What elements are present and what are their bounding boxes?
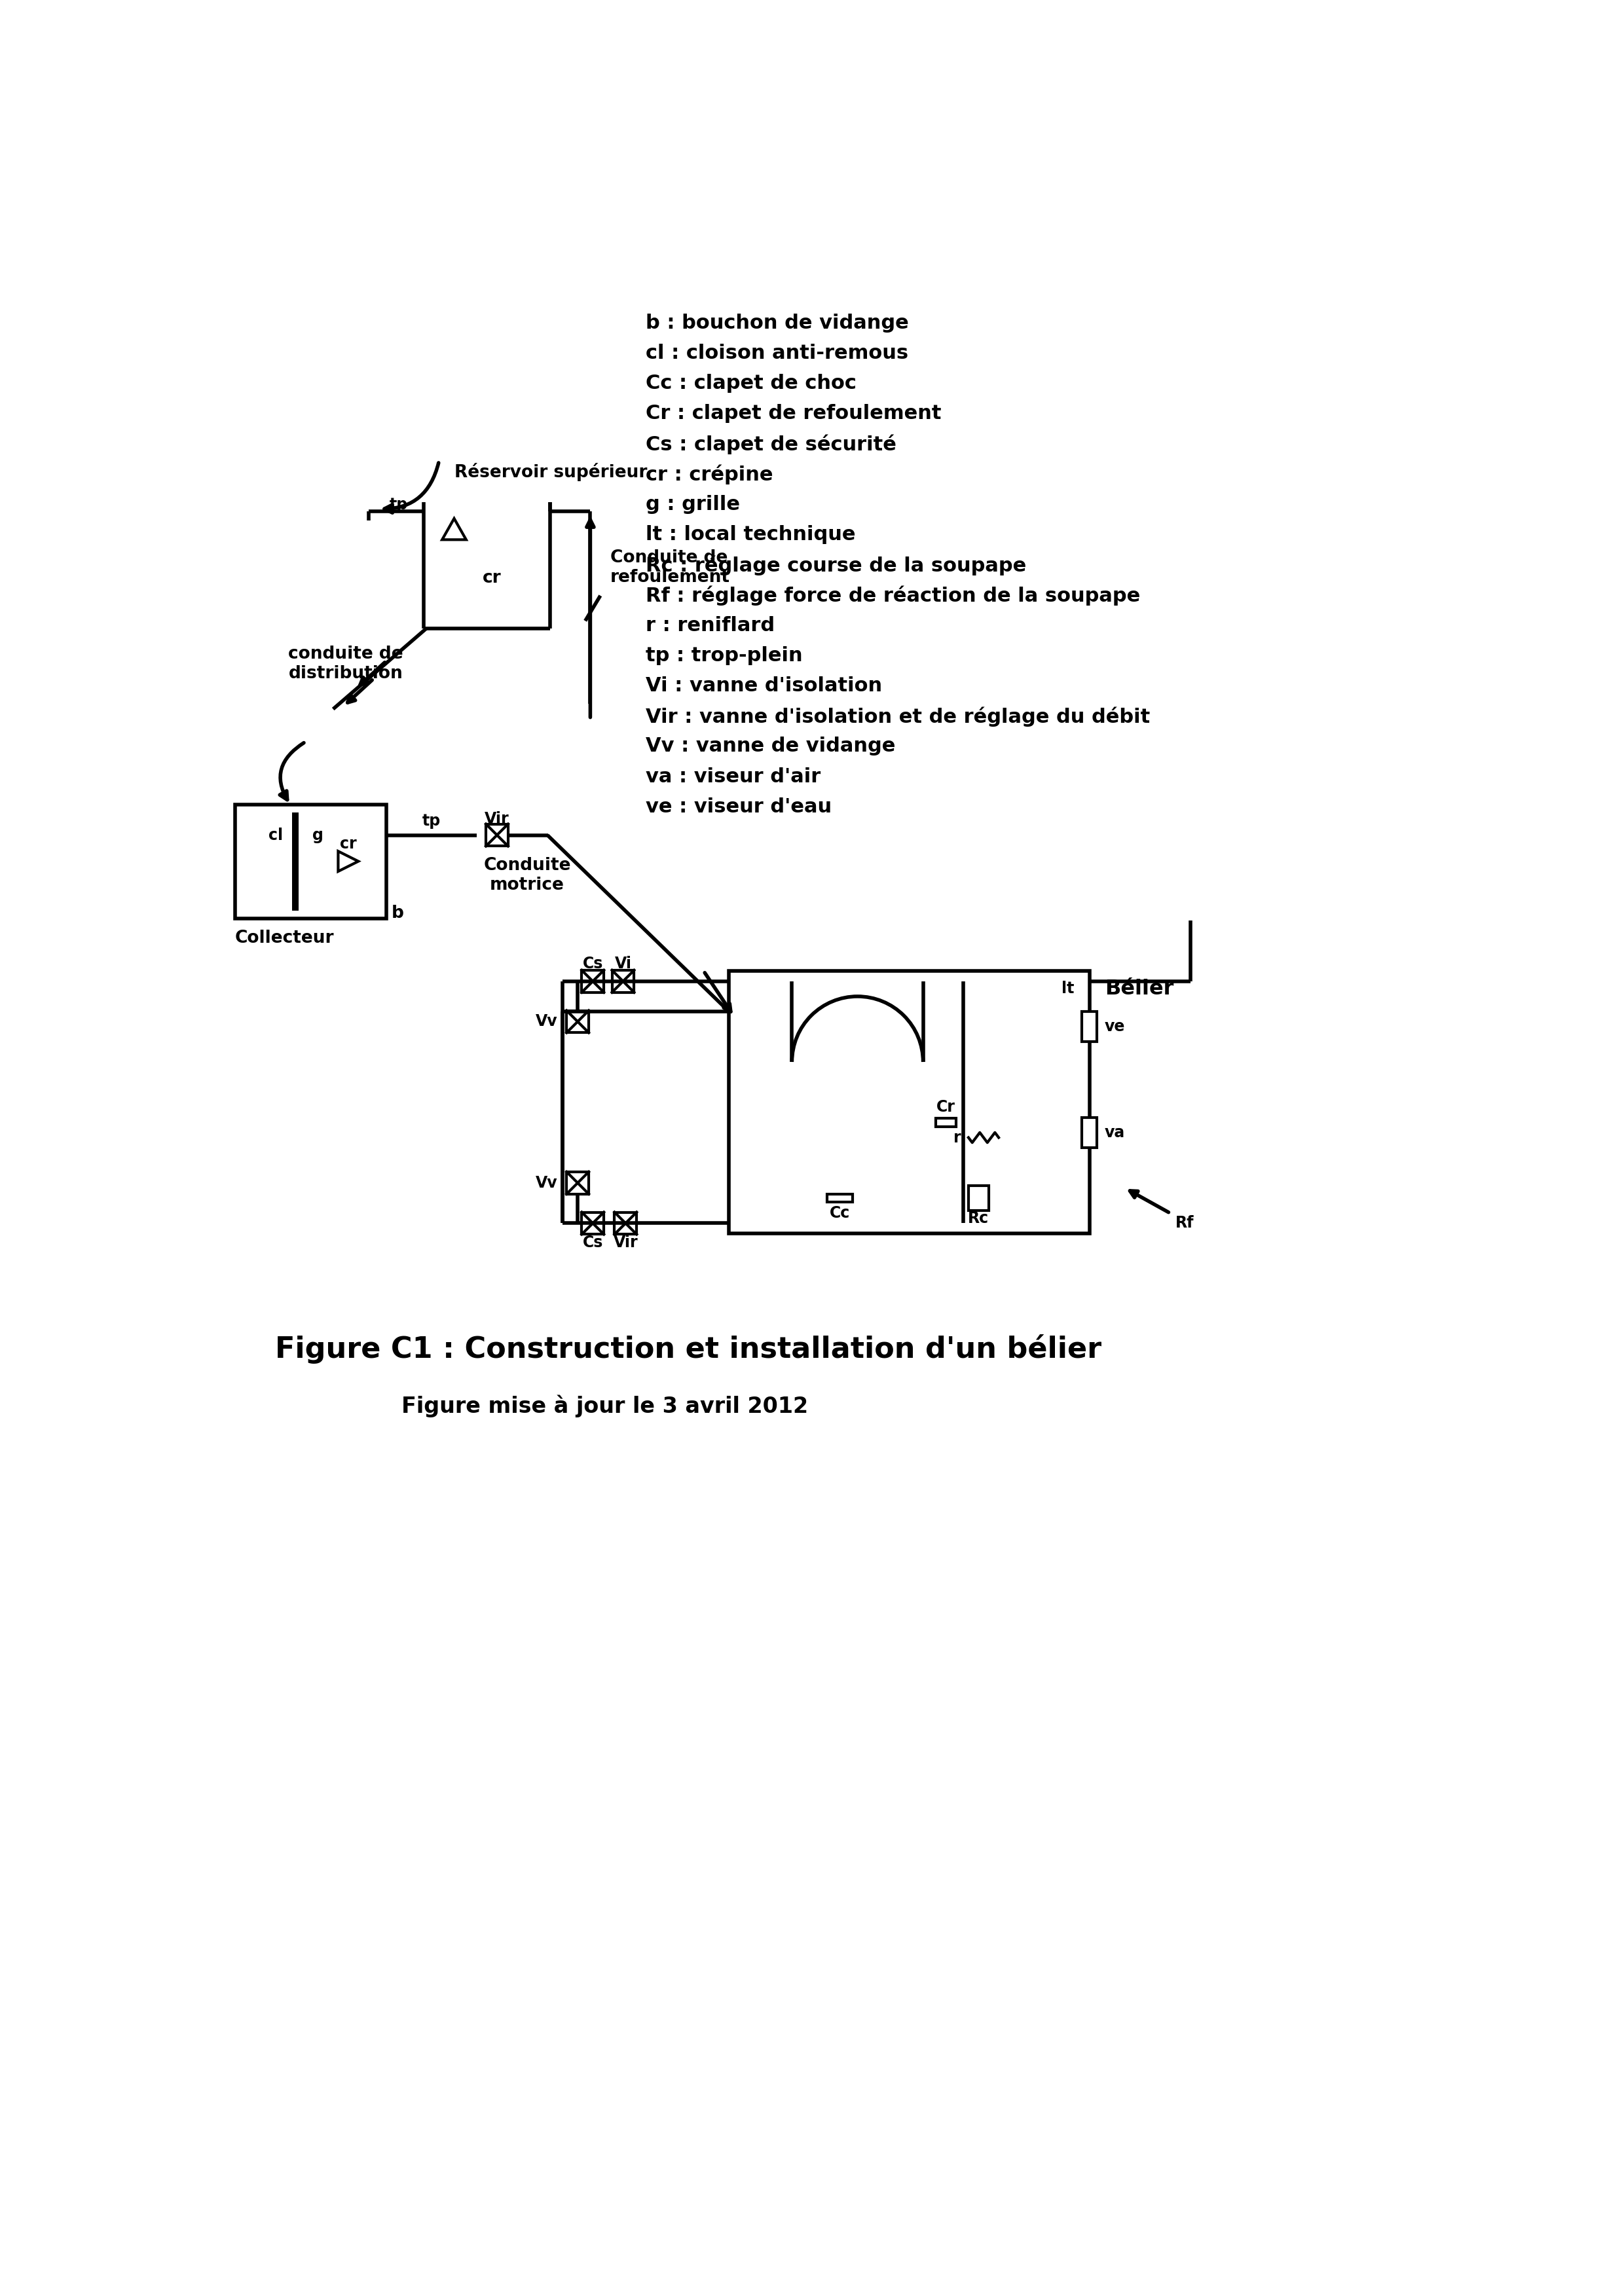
Text: cr : crépine: cr : crépine xyxy=(646,464,773,484)
Text: cl : cloison anti-remous: cl : cloison anti-remous xyxy=(646,344,908,363)
Text: va: va xyxy=(1104,1125,1125,1141)
Text: Cr : clapet de refoulement: Cr : clapet de refoulement xyxy=(646,404,942,422)
Text: Rc : réglage course de la soupape: Rc : réglage course de la soupape xyxy=(646,556,1026,576)
Text: Vir : vanne d'isolation et de réglage du débit: Vir : vanne d'isolation et de réglage du… xyxy=(646,707,1150,726)
Bar xyxy=(581,971,604,992)
Text: Rc: Rc xyxy=(968,1210,989,1226)
Bar xyxy=(614,1212,637,1235)
Text: tp: tp xyxy=(390,496,408,512)
Text: b: b xyxy=(391,905,403,921)
Bar xyxy=(1082,1013,1098,1042)
Text: Cs: Cs xyxy=(583,955,603,971)
Text: Conduite
motrice: Conduite motrice xyxy=(484,856,572,893)
Text: cl: cl xyxy=(268,827,283,843)
Text: Figure C1 : Construction et installation d'un bélier: Figure C1 : Construction et installation… xyxy=(274,1334,1101,1364)
Text: Cr: Cr xyxy=(937,1100,955,1116)
Bar xyxy=(729,971,1090,1233)
Text: Vir: Vir xyxy=(484,810,510,827)
Text: Cs: Cs xyxy=(583,1235,603,1251)
Text: Cc: Cc xyxy=(830,1205,849,1221)
Text: Cs : clapet de sécurité: Cs : clapet de sécurité xyxy=(646,434,896,455)
Text: Collecteur: Collecteur xyxy=(235,930,335,946)
Bar xyxy=(581,1212,604,1235)
Bar xyxy=(235,806,387,918)
Text: Conduite de
refoulement: Conduite de refoulement xyxy=(611,549,731,585)
Text: Vir: Vir xyxy=(614,1235,638,1251)
Text: Bélier: Bélier xyxy=(1104,978,1174,999)
Text: lt : local technique: lt : local technique xyxy=(646,526,856,544)
Text: Rf : réglage force de réaction de la soupape: Rf : réglage force de réaction de la sou… xyxy=(646,585,1140,606)
Text: Figure mise à jour le 3 avril 2012: Figure mise à jour le 3 avril 2012 xyxy=(401,1394,807,1417)
Text: va : viseur d'air: va : viseur d'air xyxy=(646,767,820,785)
Text: r : reniflard: r : reniflard xyxy=(646,615,775,634)
Text: cr: cr xyxy=(339,836,357,852)
Text: cr: cr xyxy=(482,569,502,585)
Text: lt: lt xyxy=(1062,980,1075,996)
Text: g: g xyxy=(312,827,323,843)
Text: Vi: Vi xyxy=(614,955,632,971)
Bar xyxy=(935,1118,957,1127)
Bar xyxy=(567,1010,590,1033)
Text: Vv: Vv xyxy=(536,1176,557,1192)
Text: g : grille: g : grille xyxy=(646,496,741,514)
Text: tp : trop-plein: tp : trop-plein xyxy=(646,645,802,666)
Bar xyxy=(827,1194,853,1203)
Text: Vv: Vv xyxy=(536,1015,557,1029)
Text: Réservoir supérieur: Réservoir supérieur xyxy=(455,464,646,482)
Bar xyxy=(486,824,508,847)
Text: Cc : clapet de choc: Cc : clapet de choc xyxy=(646,374,856,393)
Text: Vi : vanne d'isolation: Vi : vanne d'isolation xyxy=(646,677,882,696)
Bar xyxy=(1082,1118,1098,1148)
Bar xyxy=(612,971,633,992)
Text: b : bouchon de vidange: b : bouchon de vidange xyxy=(646,312,909,333)
Text: Rf: Rf xyxy=(1176,1215,1194,1231)
Text: conduite de
distribution: conduite de distribution xyxy=(287,645,403,682)
Bar xyxy=(567,1171,590,1194)
Text: r: r xyxy=(953,1130,961,1146)
Text: tp: tp xyxy=(422,813,440,829)
Text: ve : viseur d'eau: ve : viseur d'eau xyxy=(646,797,831,817)
Bar xyxy=(968,1185,989,1210)
Text: Vv : vanne de vidange: Vv : vanne de vidange xyxy=(646,737,895,755)
Text: ve: ve xyxy=(1104,1019,1125,1035)
